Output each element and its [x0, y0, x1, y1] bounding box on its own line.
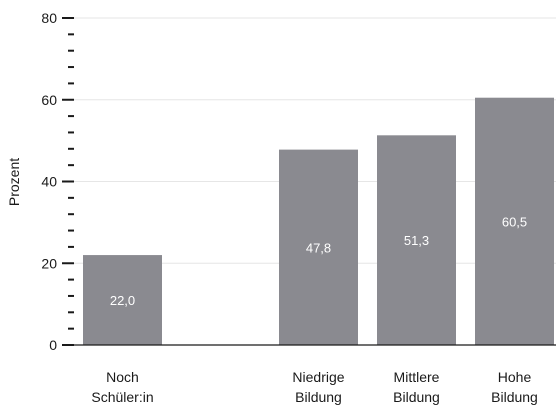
- bar: [377, 135, 456, 345]
- x-tick-label: Hohe: [498, 369, 532, 385]
- y-axis-title: Prozent: [6, 158, 22, 206]
- y-axis: [62, 17, 556, 346]
- x-tick-label: Niedrige: [292, 369, 344, 385]
- bar: [475, 97, 554, 345]
- bar: [279, 149, 358, 345]
- bar-value-label: 47,8: [306, 240, 331, 255]
- x-tick-label: Schüler:in: [91, 389, 153, 405]
- x-tick-label: Mittlere: [394, 369, 440, 385]
- labels: 22,0 Noch Schüler:in 47,8 Niedrige Bildung 51,…: [41, 10, 537, 405]
- y-tick-label: 40: [41, 174, 57, 190]
- bar-value-label: 22,0: [110, 293, 135, 308]
- x-tick-label: Bildung: [295, 389, 342, 405]
- x-tick-label: Bildung: [491, 389, 538, 405]
- y-tick-label: 60: [41, 92, 57, 108]
- y-tick-label: 20: [41, 255, 57, 271]
- bar-value-label: 51,3: [404, 233, 429, 248]
- x-tick-label: Bildung: [393, 389, 440, 405]
- bars: [83, 97, 554, 345]
- y-tick-label: 80: [41, 10, 57, 26]
- bar-value-label: 60,5: [502, 214, 527, 229]
- x-tick-label: Noch: [106, 369, 139, 385]
- y-tick-label: 0: [49, 337, 57, 353]
- bar: [83, 255, 162, 345]
